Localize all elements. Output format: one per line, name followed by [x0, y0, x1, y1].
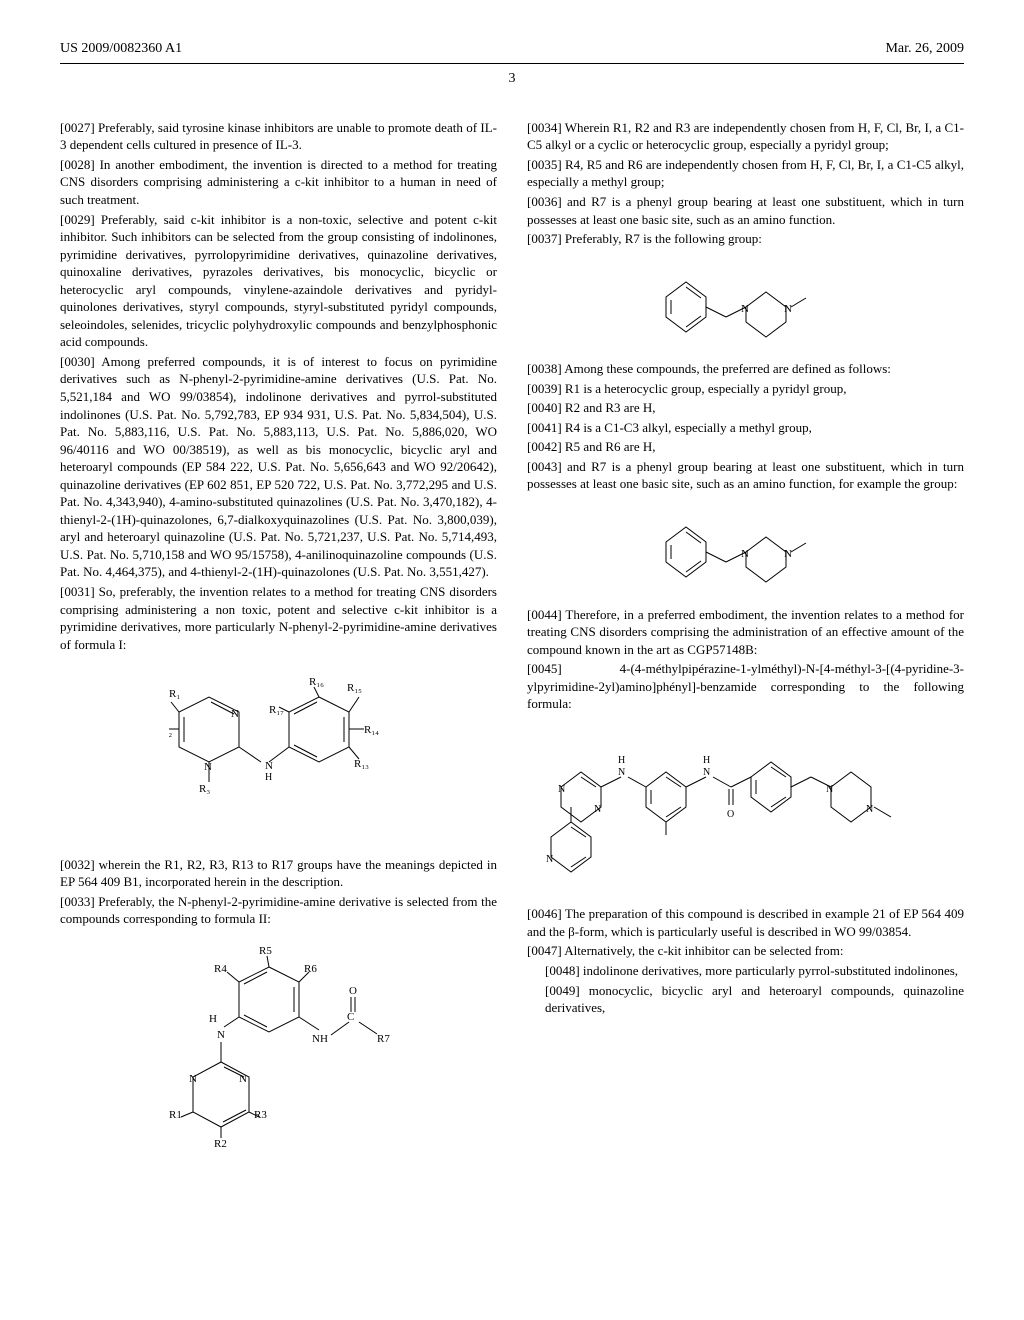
label-h: H [265, 772, 272, 783]
label-pym-n1: N [558, 784, 565, 795]
formula-1-figure: N H N N R₁₆ R₁₅ R₁₄ R₁₇ R₁₃ [60, 667, 497, 842]
label-h1: H [618, 755, 625, 766]
cgp57148b-figure: N N N N H [527, 727, 964, 892]
label-r5b: R5 [259, 945, 272, 957]
label-r2b: R2 [214, 1138, 227, 1150]
label-r13: R₁₃ [354, 758, 369, 770]
right-column: [0034] Wherein R1, R2 and R3 are indepen… [527, 119, 964, 1181]
label-o: O [727, 809, 734, 820]
label-n3: N [204, 761, 212, 773]
paragraph-0033: [0033] Preferably, the N-phenyl-2-pyrimi… [60, 893, 497, 928]
label-hb: H [209, 1013, 217, 1025]
label-r15: R₁₅ [347, 682, 362, 694]
paragraph-0048: [0048] indolinone derivatives, more part… [545, 962, 964, 980]
r7-group-figure-2: N N [527, 507, 964, 592]
label-h2: H [703, 755, 710, 766]
formula-2-figure: R5 R4 R6 NH C O R7 H N [60, 942, 497, 1167]
publication-date: Mar. 26, 2009 [885, 40, 964, 59]
label-pym-n2: N [594, 804, 601, 815]
r7-group-figure-1: N N [527, 262, 964, 347]
label-r1b: R1 [169, 1109, 182, 1121]
paragraph-0034: [0034] Wherein R1, R2 and R3 are indepen… [527, 119, 964, 154]
paragraph-0035: [0035] R4, R5 and R6 are independently c… [527, 156, 964, 191]
paragraph-0041: [0041] R4 is a C1-C3 alkyl, especially a… [527, 419, 964, 437]
paragraph-0038: [0038] Among these compounds, the prefer… [527, 360, 964, 378]
paragraph-0032: [0032] wherein the R1, R2, R3, R13 to R1… [60, 856, 497, 891]
paragraph-0036: [0036] and R7 is a phenyl group bearing … [527, 193, 964, 228]
label-nh2: N [703, 767, 710, 778]
label-ob: O [349, 985, 357, 997]
label-pip-n2: N [866, 804, 873, 815]
label-nh1: N [618, 767, 625, 778]
label-n3b: N [189, 1073, 197, 1085]
label-n: N [265, 760, 273, 772]
label-r4b: R4 [214, 963, 227, 975]
paragraph-0040: [0040] R2 and R3 are H, [527, 399, 964, 417]
paragraph-0049: [0049] monocyclic, bicyclic aryl and het… [545, 982, 964, 1017]
left-column: [0027] Preferably, said tyrosine kinase … [60, 119, 497, 1181]
paragraph-0042: [0042] R5 and R6 are H, [527, 438, 964, 456]
paragraph-0028: [0028] In another embodiment, the invent… [60, 156, 497, 209]
paragraph-0039: [0039] R1 is a heterocyclic group, espec… [527, 380, 964, 398]
label-r3: R₃ [199, 783, 210, 795]
paragraph-0030: [0030] Among preferred compounds, it is … [60, 353, 497, 581]
label-r17: R₁₇ [269, 704, 284, 716]
paragraph-0027: [0027] Preferably, said tyrosine kinase … [60, 119, 497, 154]
paragraph-0037: [0037] Preferably, R7 is the following g… [527, 230, 964, 248]
label-r14: R₁₄ [364, 724, 379, 736]
label-pyr-n: N [546, 854, 553, 865]
label-n-r7c: N [741, 548, 749, 560]
label-r2: R₂ [169, 726, 172, 738]
paragraph-0044: [0044] Therefore, in a preferred embodim… [527, 606, 964, 659]
paragraph-0031: [0031] So, preferably, the invention rel… [60, 583, 497, 653]
label-nb: N [217, 1029, 225, 1041]
publication-number: US 2009/0082360 A1 [60, 40, 182, 59]
paragraph-0029: [0029] Preferably, said c-kit inhibitor … [60, 211, 497, 351]
label-r7b: R7 [377, 1033, 390, 1045]
label-pip-n1: N [826, 784, 833, 795]
paragraph-0045: [0045] 4-(4-méthylpipérazine-1-ylméthyl)… [527, 660, 964, 713]
label-r1: R₁ [169, 688, 180, 700]
header-rule [60, 63, 964, 64]
paragraph-0043: [0043] and R7 is a phenyl group bearing … [527, 458, 964, 493]
label-r6b: R6 [304, 963, 317, 975]
label-r16: R₁₆ [309, 676, 324, 688]
label-n-r7d: N [784, 548, 792, 560]
label-n-r7b: N [784, 303, 792, 315]
label-cb: C [347, 1011, 354, 1023]
label-n2: N [231, 708, 239, 720]
label-nhb: NH [312, 1033, 328, 1045]
page-number: 3 [60, 70, 964, 89]
paragraph-0047: [0047] Alternatively, the c-kit inhibito… [527, 942, 964, 960]
label-n-r7a: N [741, 303, 749, 315]
paragraph-0046: [0046] The preparation of this compound … [527, 905, 964, 940]
